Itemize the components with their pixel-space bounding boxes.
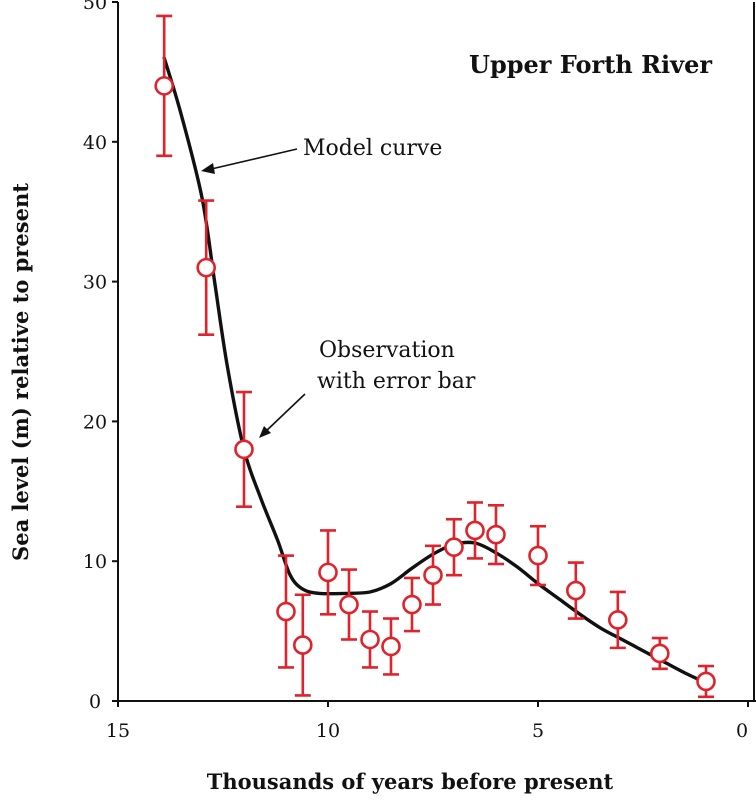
observation-marker	[423, 565, 443, 585]
observation-marker	[649, 643, 670, 664]
y-tick-label: 10	[83, 551, 107, 573]
y-tick-label: 20	[83, 411, 107, 433]
observation-marker	[360, 629, 380, 650]
y-axis-title: Sea level (m) relative to present	[8, 183, 33, 561]
observation-point	[696, 664, 716, 699]
observation-marker	[696, 671, 716, 692]
observation-marker	[234, 439, 254, 460]
observation-marker	[607, 610, 628, 630]
annotation-observation-line1: Observation	[319, 338, 455, 363]
observation-marker	[381, 636, 401, 657]
observations	[154, 14, 716, 699]
x-tick-label: 10	[316, 720, 340, 742]
observation-marker	[402, 594, 422, 615]
y-tick-label: 40	[83, 132, 107, 154]
observation-point	[381, 617, 401, 676]
observation-point	[234, 390, 254, 508]
observation-marker	[339, 594, 359, 615]
x-tick-label: 5	[532, 720, 544, 742]
observation-marker	[486, 524, 506, 545]
observation-point	[154, 14, 174, 158]
observation-marker	[196, 257, 216, 278]
observation-marker	[528, 545, 548, 566]
y-tick-label: 50	[83, 0, 107, 14]
y-ticks: 0 10 20 30 40 50	[83, 0, 118, 713]
observation-point	[318, 529, 338, 616]
x-ticks: 15 10 5 0	[106, 701, 749, 742]
axes	[117, 2, 756, 702]
observation-marker	[318, 562, 338, 583]
observation-marker	[565, 580, 586, 601]
annotation-model-curve: Model curve	[201, 136, 442, 174]
observation-point	[649, 636, 670, 671]
observation-point	[402, 576, 422, 633]
annotation-observation: Observation with error bar	[259, 338, 476, 438]
observation-point	[276, 554, 296, 669]
x-tick-label: 0	[736, 720, 748, 742]
observation-marker	[444, 537, 464, 558]
annotation-model-label: Model curve	[303, 136, 442, 161]
annotation-model-arrow	[206, 148, 298, 171]
x-axis-title: Thousands of years before present	[207, 769, 614, 794]
observation-point	[292, 593, 313, 697]
annotation-observation-arrow	[263, 393, 306, 434]
observation-point	[465, 501, 485, 560]
chart-title: Upper Forth River	[469, 50, 712, 79]
observation-marker	[154, 76, 174, 96]
observation-point	[607, 590, 628, 650]
observation-marker	[465, 520, 485, 541]
x-tick-label: 15	[106, 720, 130, 742]
model-curve	[162, 56, 708, 685]
annotation-observation-line2: with error bar	[317, 369, 476, 394]
observation-point	[565, 561, 586, 620]
observation-marker	[276, 601, 296, 622]
y-tick-label: 0	[89, 691, 101, 713]
annotation-observation-arrowhead	[259, 426, 271, 438]
y-tick-label: 30	[83, 272, 107, 294]
observation-point	[423, 544, 443, 606]
observation-marker	[292, 635, 313, 655]
observation-point	[528, 524, 548, 587]
observation-point	[196, 199, 216, 337]
observation-point	[339, 568, 359, 641]
observation-point	[486, 503, 506, 566]
observation-point	[360, 610, 380, 669]
observation-point	[444, 517, 464, 577]
annotation-model-arrowhead	[201, 163, 215, 174]
